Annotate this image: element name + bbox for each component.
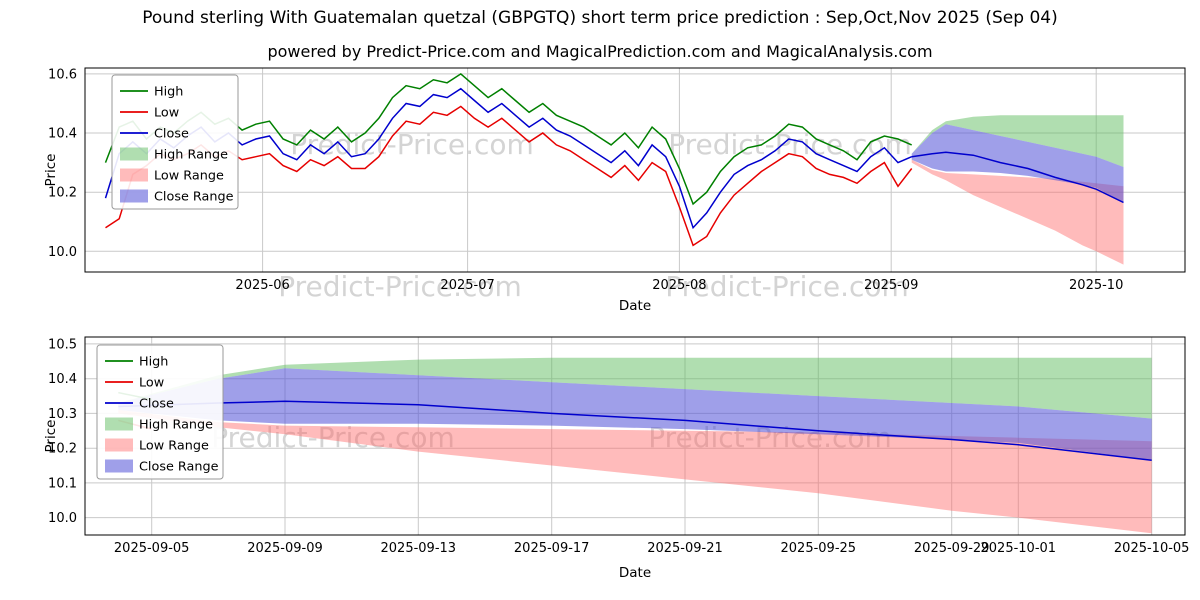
svg-text:10.5: 10.5 — [48, 337, 77, 352]
high-range-band — [118, 357, 1152, 419]
close-prediction-line — [911, 151, 1124, 204]
low-line — [105, 105, 913, 247]
x-axis-label: Date — [619, 565, 651, 581]
legend-label: Close — [139, 397, 174, 412]
svg-text:2025-10-01: 2025-10-01 — [981, 541, 1057, 556]
plot-frame — [84, 336, 1186, 536]
legend-label: High — [154, 85, 183, 100]
legend-swatch-close-range — [105, 459, 133, 473]
svg-text:2025-09-13: 2025-09-13 — [381, 541, 457, 556]
close-range-band — [118, 368, 1152, 461]
legend-label: Low — [139, 376, 164, 391]
legend-swatch-low-range — [105, 438, 133, 452]
legend: High Low Close High Range Low Range Close Ran… — [96, 344, 224, 480]
svg-text:10.1: 10.1 — [48, 476, 77, 491]
svg-text:2025-09-17: 2025-09-17 — [514, 541, 590, 556]
price-history-chart: Predict-Price.com Predict-Price.com Predic… — [43, 67, 1186, 314]
svg-text:10.6: 10.6 — [48, 67, 77, 82]
x-tick-labels: 2025-09-05 2025-09-09 2025-09-13 2025-09-17… — [114, 541, 1190, 556]
legend-swatch-low-range — [120, 168, 148, 182]
svg-text:10.4: 10.4 — [48, 127, 77, 142]
legend-label: Close — [154, 127, 189, 142]
y-axis-label: Price — [43, 154, 59, 187]
svg-text:Predict-Price.com: Predict-Price.com — [665, 270, 909, 303]
svg-text:2025-07: 2025-07 — [440, 278, 494, 293]
legend-swatch-close-range — [120, 189, 148, 203]
gridlines — [85, 68, 1185, 272]
y-tick-labels: 10.0 10.2 10.4 10.6 — [48, 67, 77, 259]
legend-label: Low — [154, 106, 179, 121]
svg-text:2025-09-05: 2025-09-05 — [114, 541, 190, 556]
svg-text:10.2: 10.2 — [48, 442, 77, 457]
svg-text:2025-10-05: 2025-10-05 — [1114, 541, 1190, 556]
legend-label: Close Range — [154, 190, 234, 205]
high-line — [104, 72, 912, 206]
svg-text:10.3: 10.3 — [48, 407, 77, 422]
svg-text:Predict-Price.com: Predict-Price.com — [290, 128, 534, 161]
legend-label: High Range — [139, 418, 213, 433]
close-range-band — [911, 124, 1124, 203]
svg-text:2025-08: 2025-08 — [652, 278, 706, 293]
close-prediction-line — [118, 400, 1152, 462]
svg-text:10.0: 10.0 — [48, 511, 77, 526]
legend-label: High Range — [154, 148, 228, 163]
prediction-zoom-chart: Predict-Price.comPredict-Price.com10.010… — [43, 336, 1190, 581]
svg-text:2025-09: 2025-09 — [864, 278, 918, 293]
svg-text:2025-10: 2025-10 — [1069, 278, 1123, 293]
legend-label: Low Range — [139, 439, 209, 454]
y-tick-labels: 10.0 10.1 10.2 10.3 10.4 10.5 — [48, 337, 77, 526]
svg-text:Predict-Price.com: Predict-Price.com — [278, 270, 522, 303]
legend-label: High — [139, 355, 168, 370]
x-axis-label: Date — [619, 298, 651, 314]
low-range-band — [118, 409, 1152, 534]
svg-text:10.2: 10.2 — [48, 186, 77, 201]
page-subtitle: powered by Predict-Price.com and Magical… — [267, 42, 933, 61]
svg-text:10.4: 10.4 — [48, 372, 77, 387]
svg-text:2025-09-09: 2025-09-09 — [247, 541, 323, 556]
legend-swatch-high-range — [105, 417, 133, 431]
legend-label: Low Range — [154, 169, 224, 184]
page-title: Pound sterling With Guatemalan quetzal (… — [142, 8, 1058, 28]
svg-text:2025-09-21: 2025-09-21 — [647, 541, 723, 556]
legend: High Low Close High Range Low Range Close Ran… — [111, 74, 239, 210]
close-line — [104, 87, 912, 230]
svg-text:Predict-Price.com: Predict-Price.com — [211, 421, 455, 454]
y-axis-label: Price — [43, 420, 59, 453]
legend-swatch-high-range — [120, 147, 148, 161]
svg-text:2025-06: 2025-06 — [235, 278, 289, 293]
svg-text:2025-09-29: 2025-09-29 — [914, 541, 990, 556]
x-tick-labels: 2025-06 2025-07 2025-08 2025-09 2025-10 — [235, 278, 1123, 293]
svg-text:2025-09-25: 2025-09-25 — [781, 541, 857, 556]
svg-text:Predict-Price.com: Predict-Price.com — [668, 128, 912, 161]
watermark-text: Predict-Price.com Predict-Price.com Predic… — [278, 128, 912, 303]
plot-frame — [84, 67, 1186, 273]
low-range-band — [911, 159, 1124, 265]
svg-text:10.0: 10.0 — [48, 245, 77, 260]
legend-label: Close Range — [139, 460, 219, 475]
high-range-band — [911, 115, 1124, 167]
